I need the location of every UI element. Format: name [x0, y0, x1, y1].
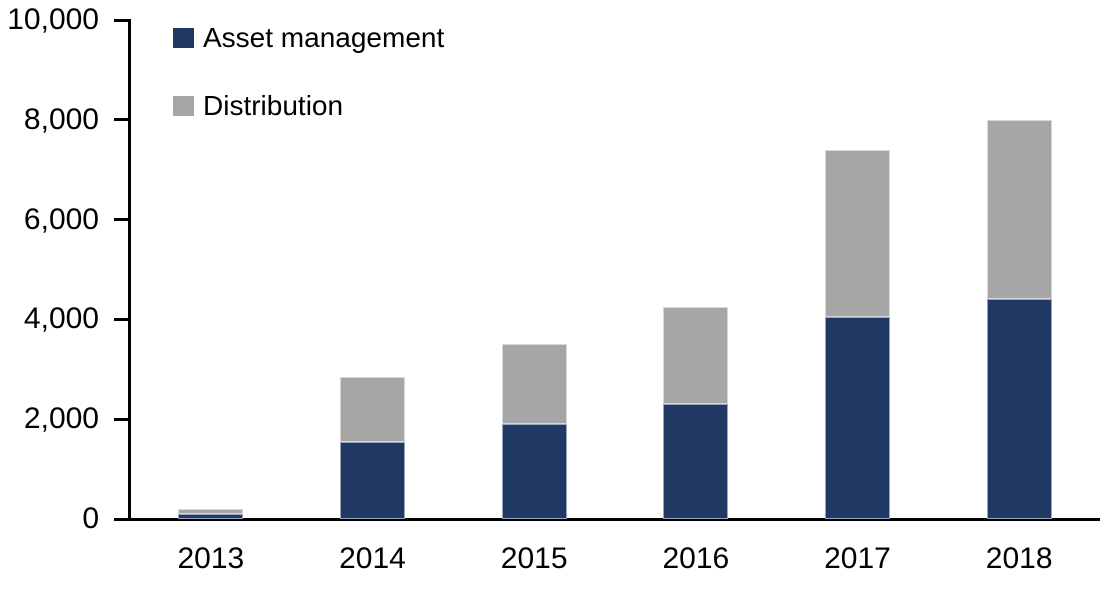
y-tick-mark [114, 18, 129, 22]
bar-segment-asset-management-2014 [340, 441, 405, 519]
y-tick-label: 8,000 [23, 102, 99, 136]
y-tick-mark [114, 118, 129, 122]
x-tick-label-2015: 2015 [500, 542, 568, 575]
bar-segment-asset-management-2013 [178, 514, 244, 519]
bar-segment-asset-management-2017 [825, 316, 890, 519]
x-tick-label-2013: 2013 [177, 542, 245, 575]
legend: Asset management Distribution [173, 22, 445, 162]
bar-segment-distribution-2017 [825, 149, 890, 317]
bar-segment-asset-management-2018 [986, 299, 1052, 519]
x-tick-label-2016: 2016 [662, 542, 730, 575]
bar-segment-distribution-2018 [986, 119, 1052, 300]
bar-segment-distribution-2016 [663, 306, 729, 405]
y-tick-mark [114, 317, 129, 321]
x-tick-label-2018: 2018 [985, 542, 1053, 575]
legend-item-asset-management: Asset management [173, 22, 445, 53]
bar-segment-distribution-2015 [501, 344, 567, 425]
bar-segment-asset-management-2016 [663, 404, 729, 519]
y-tick-label: 6,000 [23, 202, 99, 236]
legend-label-distribution: Distribution [203, 90, 344, 121]
y-tick-mark [114, 417, 129, 421]
y-tick-label: 0 [82, 502, 99, 535]
x-tick-label-2017: 2017 [824, 542, 891, 575]
legend-item-distribution: Distribution [173, 90, 444, 121]
y-tick-label: 4,000 [23, 302, 99, 336]
x-tick-label-2014: 2014 [339, 542, 406, 575]
y-tick-label: 2,000 [23, 402, 99, 436]
legend-label-asset-management: Asset management [203, 22, 445, 53]
legend-swatch-distribution [173, 96, 194, 116]
y-tick-mark [114, 218, 129, 222]
bar-segment-asset-management-2015 [501, 424, 567, 519]
y-tick-label: 10,000 [7, 3, 99, 36]
legend-swatch-asset-management [173, 28, 194, 48]
y-tick-mark [114, 517, 129, 521]
bar-segment-distribution-2013 [178, 509, 244, 514]
bar-segment-distribution-2014 [340, 376, 405, 442]
y-axis-line [128, 19, 131, 521]
x-axis-line [117, 518, 1100, 521]
